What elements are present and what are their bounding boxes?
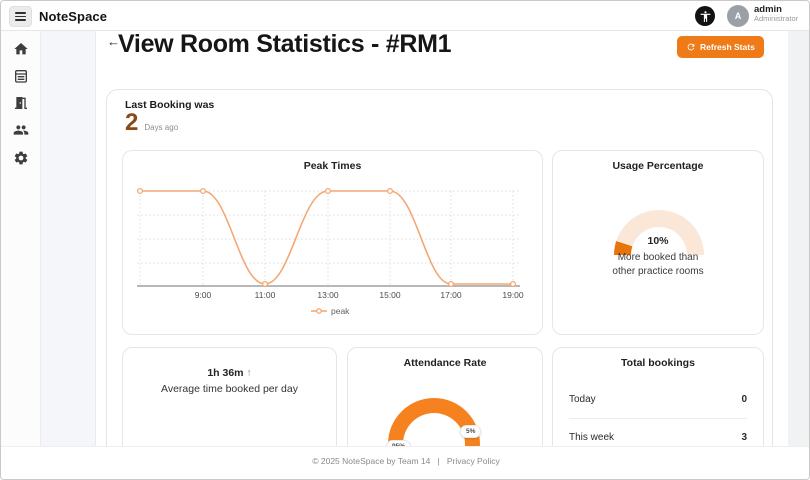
users-icon[interactable] (13, 122, 29, 138)
app-brand: NoteSpace (39, 9, 108, 24)
total-bookings-title: Total bookings (621, 357, 695, 369)
peak-times-title: Peak Times (303, 160, 362, 172)
bookings-row-value: 0 (741, 394, 747, 405)
footer-separator (442, 456, 444, 466)
user-role: Administrator (754, 14, 799, 24)
bookings-row-value: 3 (741, 432, 747, 443)
x-tick: 19:00 (502, 290, 524, 300)
chart-legend[interactable]: peak (311, 306, 350, 316)
hamburger-icon (15, 10, 26, 23)
average-time-caption: Average time booked per day (161, 383, 298, 395)
footer-separator (433, 456, 435, 466)
peak-times-chart: 9:00 11:00 13:00 15:00 17:00 19:00 peak (136, 187, 524, 316)
back-arrow-icon[interactable]: ← (107, 34, 120, 49)
last-booking-value: 2 (125, 109, 139, 136)
refresh-icon (687, 43, 695, 51)
sidebar-panel (41, 31, 96, 446)
user-info: admin Administrator (754, 4, 799, 24)
gear-icon[interactable] (13, 150, 29, 166)
door-icon[interactable] (13, 95, 29, 111)
up-arrow-icon: ↑ (246, 367, 252, 379)
usage-gauge-chart (614, 210, 704, 255)
peak-line-series (140, 190, 513, 285)
bookings-row-label: Today (569, 394, 596, 405)
bookings-row-today: Today 0 (569, 394, 747, 405)
peak-times-card: Peak Times (122, 150, 543, 335)
right-scroll-gutter[interactable] (788, 31, 809, 449)
refresh-stats-button[interactable]: Refresh Stats (677, 36, 764, 58)
row-divider (569, 418, 747, 419)
attendance-minor-label: 5% (460, 425, 482, 438)
usage-caption-line2: other practice rooms (612, 266, 704, 277)
x-tick: 13:00 (317, 290, 339, 300)
usage-percentage-card: Usage Percentage 10% More booked than ot… (552, 150, 764, 335)
last-booking-value-row: 2 Days ago (125, 109, 178, 137)
page-footer: © 2025 NoteSpace by Team 14 | Privacy Po… (1, 446, 809, 479)
copyright-text: © 2025 NoteSpace by Team 14 (312, 456, 431, 466)
usage-caption-line1: More booked than (617, 252, 699, 263)
page-title: View Room Statistics - #RM1 (118, 30, 452, 58)
usage-value: 10% (647, 235, 669, 247)
accessibility-widget-button[interactable] (695, 6, 715, 26)
x-tick: 9:00 (195, 290, 212, 300)
x-tick: 17:00 (440, 290, 462, 300)
calendar-icon[interactable] (13, 68, 29, 84)
user-name: admin (754, 4, 782, 15)
average-time-value: 1h 36m ↑ (207, 367, 252, 379)
home-icon[interactable] (13, 41, 29, 57)
x-tick: 15:00 (379, 290, 401, 300)
top-navbar: NoteSpace A admin Administrator (1, 1, 809, 31)
last-booking-label: Last Booking was (125, 99, 215, 111)
usage-title: Usage Percentage (612, 160, 704, 172)
privacy-policy-link[interactable]: Privacy Policy (446, 456, 500, 466)
stats-panel: Last Booking was 2 Days ago Peak Times (106, 89, 773, 479)
legend-label: peak (331, 306, 350, 316)
hamburger-menu-button[interactable] (9, 6, 32, 27)
bookings-row-label: This week (569, 432, 615, 443)
accessibility-icon (700, 10, 710, 22)
sidebar-icon-rail (1, 31, 41, 449)
bookings-row-week: This week 3 (569, 432, 747, 443)
x-tick: 11:00 (255, 290, 276, 300)
peak-line-points (136, 187, 517, 288)
attendance-title: Attendance Rate (403, 357, 487, 369)
last-booking-unit: Days ago (144, 123, 179, 132)
user-avatar[interactable]: A (727, 5, 749, 27)
